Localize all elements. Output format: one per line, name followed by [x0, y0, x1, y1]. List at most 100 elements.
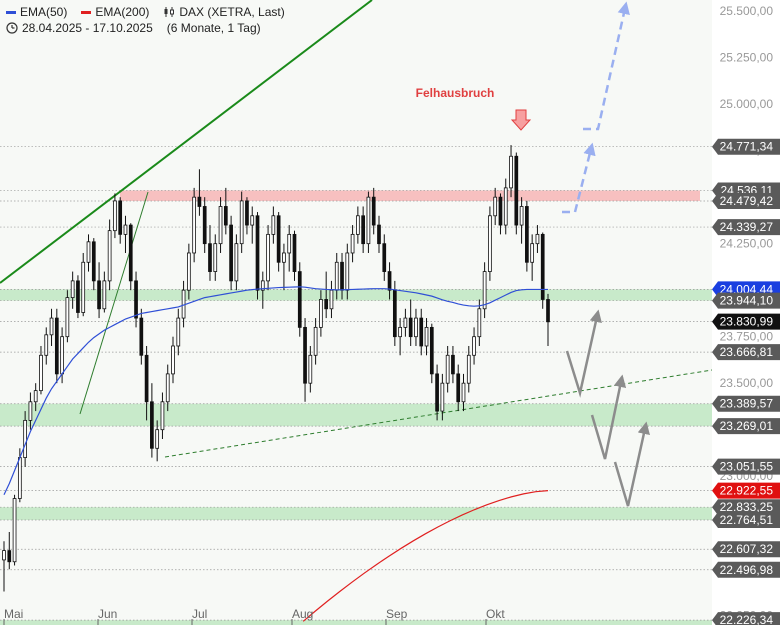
level-label: 23.944,10	[720, 294, 774, 308]
candle-body-90	[477, 308, 482, 338]
candle-body-63	[334, 261, 339, 291]
clock-icon	[6, 22, 18, 34]
candle-body-64	[340, 261, 344, 291]
candle-body-25	[134, 280, 138, 319]
candle-body-55	[292, 233, 297, 272]
candle-body-54	[287, 233, 292, 254]
zone-1	[0, 289, 712, 301]
time-axis: Mai Jun Jul Aug Sep Okt	[3, 607, 505, 625]
candle-body-10	[54, 317, 59, 375]
candle-body-87	[461, 382, 466, 403]
candlesticks	[2, 145, 550, 592]
candle-body-66	[350, 233, 355, 254]
candle-body-36	[192, 196, 196, 254]
candle-body-8	[44, 334, 49, 356]
ema200-line	[302, 489, 549, 622]
candle-body-73	[387, 271, 392, 291]
price-axis: 25.500,0025.250,0025.000,0024.750,0024.2…	[712, 0, 780, 625]
candle-body-22	[118, 200, 123, 235]
interval-label: (6 Monate, 1 Tag)	[166, 21, 261, 35]
candle-body-40	[213, 243, 218, 272]
candle-body-86	[456, 373, 461, 403]
candle-body-3	[17, 457, 22, 499]
candle-body-2	[12, 498, 17, 563]
candle-body-94	[498, 196, 503, 226]
y-tick-label: 23.500,00	[720, 376, 774, 390]
level-label: 22.607,32	[720, 542, 774, 556]
candle-body-75	[398, 326, 402, 338]
candle-body-96	[509, 155, 513, 189]
candle-body-52	[276, 215, 281, 263]
candle-body-97	[514, 155, 519, 226]
candle-body-51	[271, 215, 276, 235]
candle-body-13	[70, 280, 75, 299]
candle-body-7	[39, 354, 43, 392]
level-label: 24.479,42	[720, 194, 774, 208]
plot-background	[0, 0, 712, 625]
candle-body-43	[229, 224, 233, 282]
candle-body-27	[144, 354, 149, 403]
candle-body-23	[123, 224, 128, 235]
ema50-line	[3, 286, 548, 496]
instrument-label: DAX (XETRA, Last)	[179, 5, 285, 19]
y-tick-label: 24.250,00	[720, 237, 774, 251]
candle-body-28	[150, 401, 154, 449]
candle-body-16	[86, 241, 91, 263]
level-label: 23.051,55	[720, 460, 774, 474]
level-label: 23.389,57	[720, 397, 774, 411]
candle-body-11	[60, 336, 64, 375]
candle-body-61	[324, 299, 329, 310]
level-label: 22.833,25	[720, 500, 774, 514]
x-tick-label: Aug	[292, 607, 313, 621]
candle-body-83	[440, 382, 445, 412]
x-tick-label: Okt	[486, 607, 505, 621]
candle-body-42	[223, 206, 228, 226]
candle-body-49	[260, 280, 265, 291]
candle-body-88	[466, 354, 471, 384]
candle-body-69	[366, 196, 371, 245]
ema200-label: EMA(200)	[95, 5, 150, 19]
blue-target-arrow-1	[562, 142, 596, 214]
candle-body-58	[308, 354, 313, 384]
candle-body-70	[371, 196, 376, 226]
ema200-swatch	[81, 10, 92, 14]
level-badge-9	[712, 418, 780, 435]
candle-body-47	[250, 215, 255, 226]
candle-body-31	[165, 373, 170, 403]
level-badge-16	[712, 612, 780, 625]
candle-body-72	[382, 243, 387, 272]
candle-body-101	[535, 233, 540, 245]
candle-body-56	[297, 271, 302, 328]
level-label: 23.666,81	[720, 345, 774, 359]
dashed-support-trendline	[164, 369, 713, 458]
candle-body-39	[208, 243, 212, 272]
ema-lines	[3, 286, 549, 622]
candle-body-48	[255, 215, 260, 291]
candle-body-14	[76, 280, 80, 313]
candle-body-100	[530, 243, 535, 263]
y-tick-label: 23.750,00	[720, 330, 774, 344]
candle-body-92	[488, 215, 492, 272]
candle-body-74	[392, 289, 397, 338]
level-badge-2	[712, 193, 780, 210]
x-tick-label: Jul	[192, 607, 207, 621]
chart-legend: EMA(50) EMA(200) DAX (XETRA, Last) 28.04…	[6, 4, 285, 36]
level-label: 24.771,34	[720, 140, 774, 154]
short-trendline	[79, 191, 149, 415]
level-badge-5	[712, 292, 780, 309]
level-badge-14	[712, 541, 780, 558]
level-label: 22.496,98	[720, 563, 774, 577]
y-tick-label: 25.500,00	[720, 4, 774, 18]
zone-4	[0, 620, 712, 625]
level-badge-15	[712, 561, 780, 578]
ema50-swatch	[6, 10, 16, 14]
x-tick-label: Mai	[4, 607, 23, 621]
candle-body-19	[102, 280, 107, 310]
level-badge-13	[712, 511, 780, 528]
candle-body-29	[155, 429, 160, 449]
candle-body-76	[403, 317, 408, 328]
price-axis-background	[712, 0, 780, 625]
candle-body-5	[28, 401, 33, 421]
candle-body-93	[493, 196, 498, 217]
y-tick-label: 25.000,00	[720, 97, 774, 111]
